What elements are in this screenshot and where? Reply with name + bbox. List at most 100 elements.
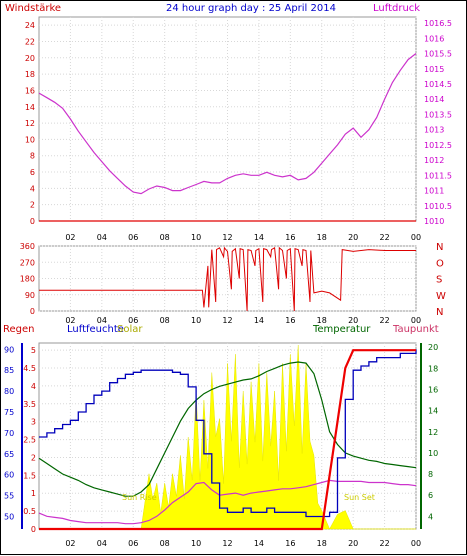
compass-label: N: [436, 307, 443, 318]
right-tick-label: 1012: [424, 156, 444, 165]
x-tick-label: 06: [128, 539, 138, 548]
x-tick-label: 06: [128, 233, 138, 242]
x-tick-label: 20: [348, 316, 358, 325]
humidity-tick-label: 70: [4, 429, 14, 438]
right-tick-label: 1015: [424, 65, 444, 74]
temp-tick-label: 6: [428, 491, 433, 500]
x-tick-label: 00: [411, 539, 421, 548]
right-tick-label: 1013.5: [424, 110, 452, 119]
sunrise-label: Sun Rise: [122, 493, 157, 502]
left-tick-label: 22: [25, 37, 35, 46]
temp-tick-label: 10: [428, 449, 438, 458]
left-tick-label: 0: [30, 307, 35, 316]
right-tick-label: 1010: [424, 217, 444, 226]
temp-tick-label: 20: [428, 343, 438, 352]
right-tick-label: 1014.5: [424, 80, 452, 89]
x-tick-label: 16: [285, 539, 295, 548]
x-tick-label: 16: [285, 233, 295, 242]
x-tick-label: 22: [379, 316, 389, 325]
left-tick-label: 90: [25, 291, 35, 300]
rain-tick-label: 3: [31, 418, 36, 427]
x-tick-label: 12: [222, 233, 232, 242]
dewpoint-line: [38, 479, 417, 525]
right-tick-label: 1011.5: [424, 171, 452, 180]
left-tick-label: 0: [30, 217, 35, 226]
rain-tick-label: 5: [31, 346, 36, 355]
right-tick-label: 1016: [424, 34, 444, 43]
left-axis-title: Windstärke: [5, 3, 61, 14]
x-tick-label: 18: [317, 539, 327, 548]
left-tick-label: 2: [30, 201, 35, 210]
rain-tick-label: 4: [31, 382, 36, 391]
x-tick-label: 16: [285, 316, 295, 325]
x-tick-label: 02: [65, 316, 75, 325]
humidity-line: [39, 349, 417, 518]
left-tick-label: 6: [30, 168, 35, 177]
x-tick-label: 12: [222, 316, 232, 325]
temperature-line: [38, 361, 417, 497]
dewpoint-axis-title: Taupunkt: [392, 324, 439, 335]
sunset-label: Sun Set: [344, 493, 375, 502]
x-tick-label: 08: [160, 316, 170, 325]
temp-tick-label: 16: [428, 386, 438, 395]
right-tick-label: 1015.5: [424, 50, 452, 59]
humidity-tick-label: 55: [4, 492, 14, 501]
humidity-tick-label: 75: [4, 408, 14, 417]
solar-axis-title: Solar: [117, 324, 143, 335]
x-tick-label: 08: [160, 233, 170, 242]
x-tick-label: 04: [97, 316, 107, 325]
x-tick-label: 10: [191, 233, 201, 242]
humidity-tick-label: 85: [4, 366, 14, 375]
humidity-tick-label: 80: [4, 387, 14, 396]
right-tick-label: 1013: [424, 126, 444, 135]
pressure-line: [38, 53, 417, 195]
left-tick-label: 8: [30, 152, 35, 161]
compass-label: N: [436, 242, 443, 253]
rain-tick-label: 1: [31, 489, 36, 498]
rain-tick-label: 2: [31, 453, 36, 462]
x-tick-label: 02: [65, 233, 75, 242]
temp-tick-label: 18: [428, 364, 438, 373]
temperature-axis-title: Temperatur: [312, 324, 371, 335]
x-tick-label: 00: [411, 316, 421, 325]
compass-label: W: [436, 291, 446, 302]
x-tick-label: 14: [254, 233, 264, 242]
x-tick-label: 06: [128, 316, 138, 325]
left-tick-label: 360: [20, 242, 35, 251]
humidity-tick-label: 90: [4, 345, 14, 354]
left-tick-label: 12: [25, 119, 35, 128]
rain-tick-label: 0.5: [23, 507, 36, 516]
right-tick-label: 1011: [424, 187, 444, 196]
rain-tick-label: 2.5: [23, 436, 36, 445]
left-tick-label: 18: [25, 70, 35, 79]
wind-direction-line: [39, 246, 416, 312]
compass-label: S: [436, 275, 442, 286]
temp-tick-label: 12: [428, 428, 438, 437]
left-tick-label: 270: [20, 258, 35, 267]
x-tick-label: 04: [97, 233, 107, 242]
x-tick-label: 02: [65, 539, 75, 548]
humidity-tick-label: 50: [4, 512, 14, 521]
left-tick-label: 4: [30, 184, 35, 193]
x-tick-label: 04: [97, 539, 107, 548]
rain-tick-label: 1.5: [23, 471, 36, 480]
rain-line: [39, 349, 416, 531]
x-tick-label: 12: [222, 539, 232, 548]
right-tick-label: 1012.5: [424, 141, 452, 150]
x-tick-label: 20: [348, 539, 358, 548]
x-tick-label: 22: [379, 539, 389, 548]
right-tick-label: 1016.5: [424, 19, 452, 28]
x-tick-label: 08: [160, 539, 170, 548]
left-tick-label: 24: [25, 21, 35, 30]
left-tick-label: 14: [25, 103, 35, 112]
temp-tick-label: 4: [428, 512, 433, 521]
x-tick-label: 00: [411, 233, 421, 242]
x-tick-label: 14: [254, 316, 264, 325]
right-axis-title: Luftdruck: [373, 3, 420, 14]
x-tick-label: 10: [191, 539, 201, 548]
left-tick-label: 10: [25, 135, 35, 144]
chart-title: 24 hour graph day : 25 April 2014: [166, 3, 336, 14]
right-tick-label: 1010.5: [424, 202, 452, 211]
